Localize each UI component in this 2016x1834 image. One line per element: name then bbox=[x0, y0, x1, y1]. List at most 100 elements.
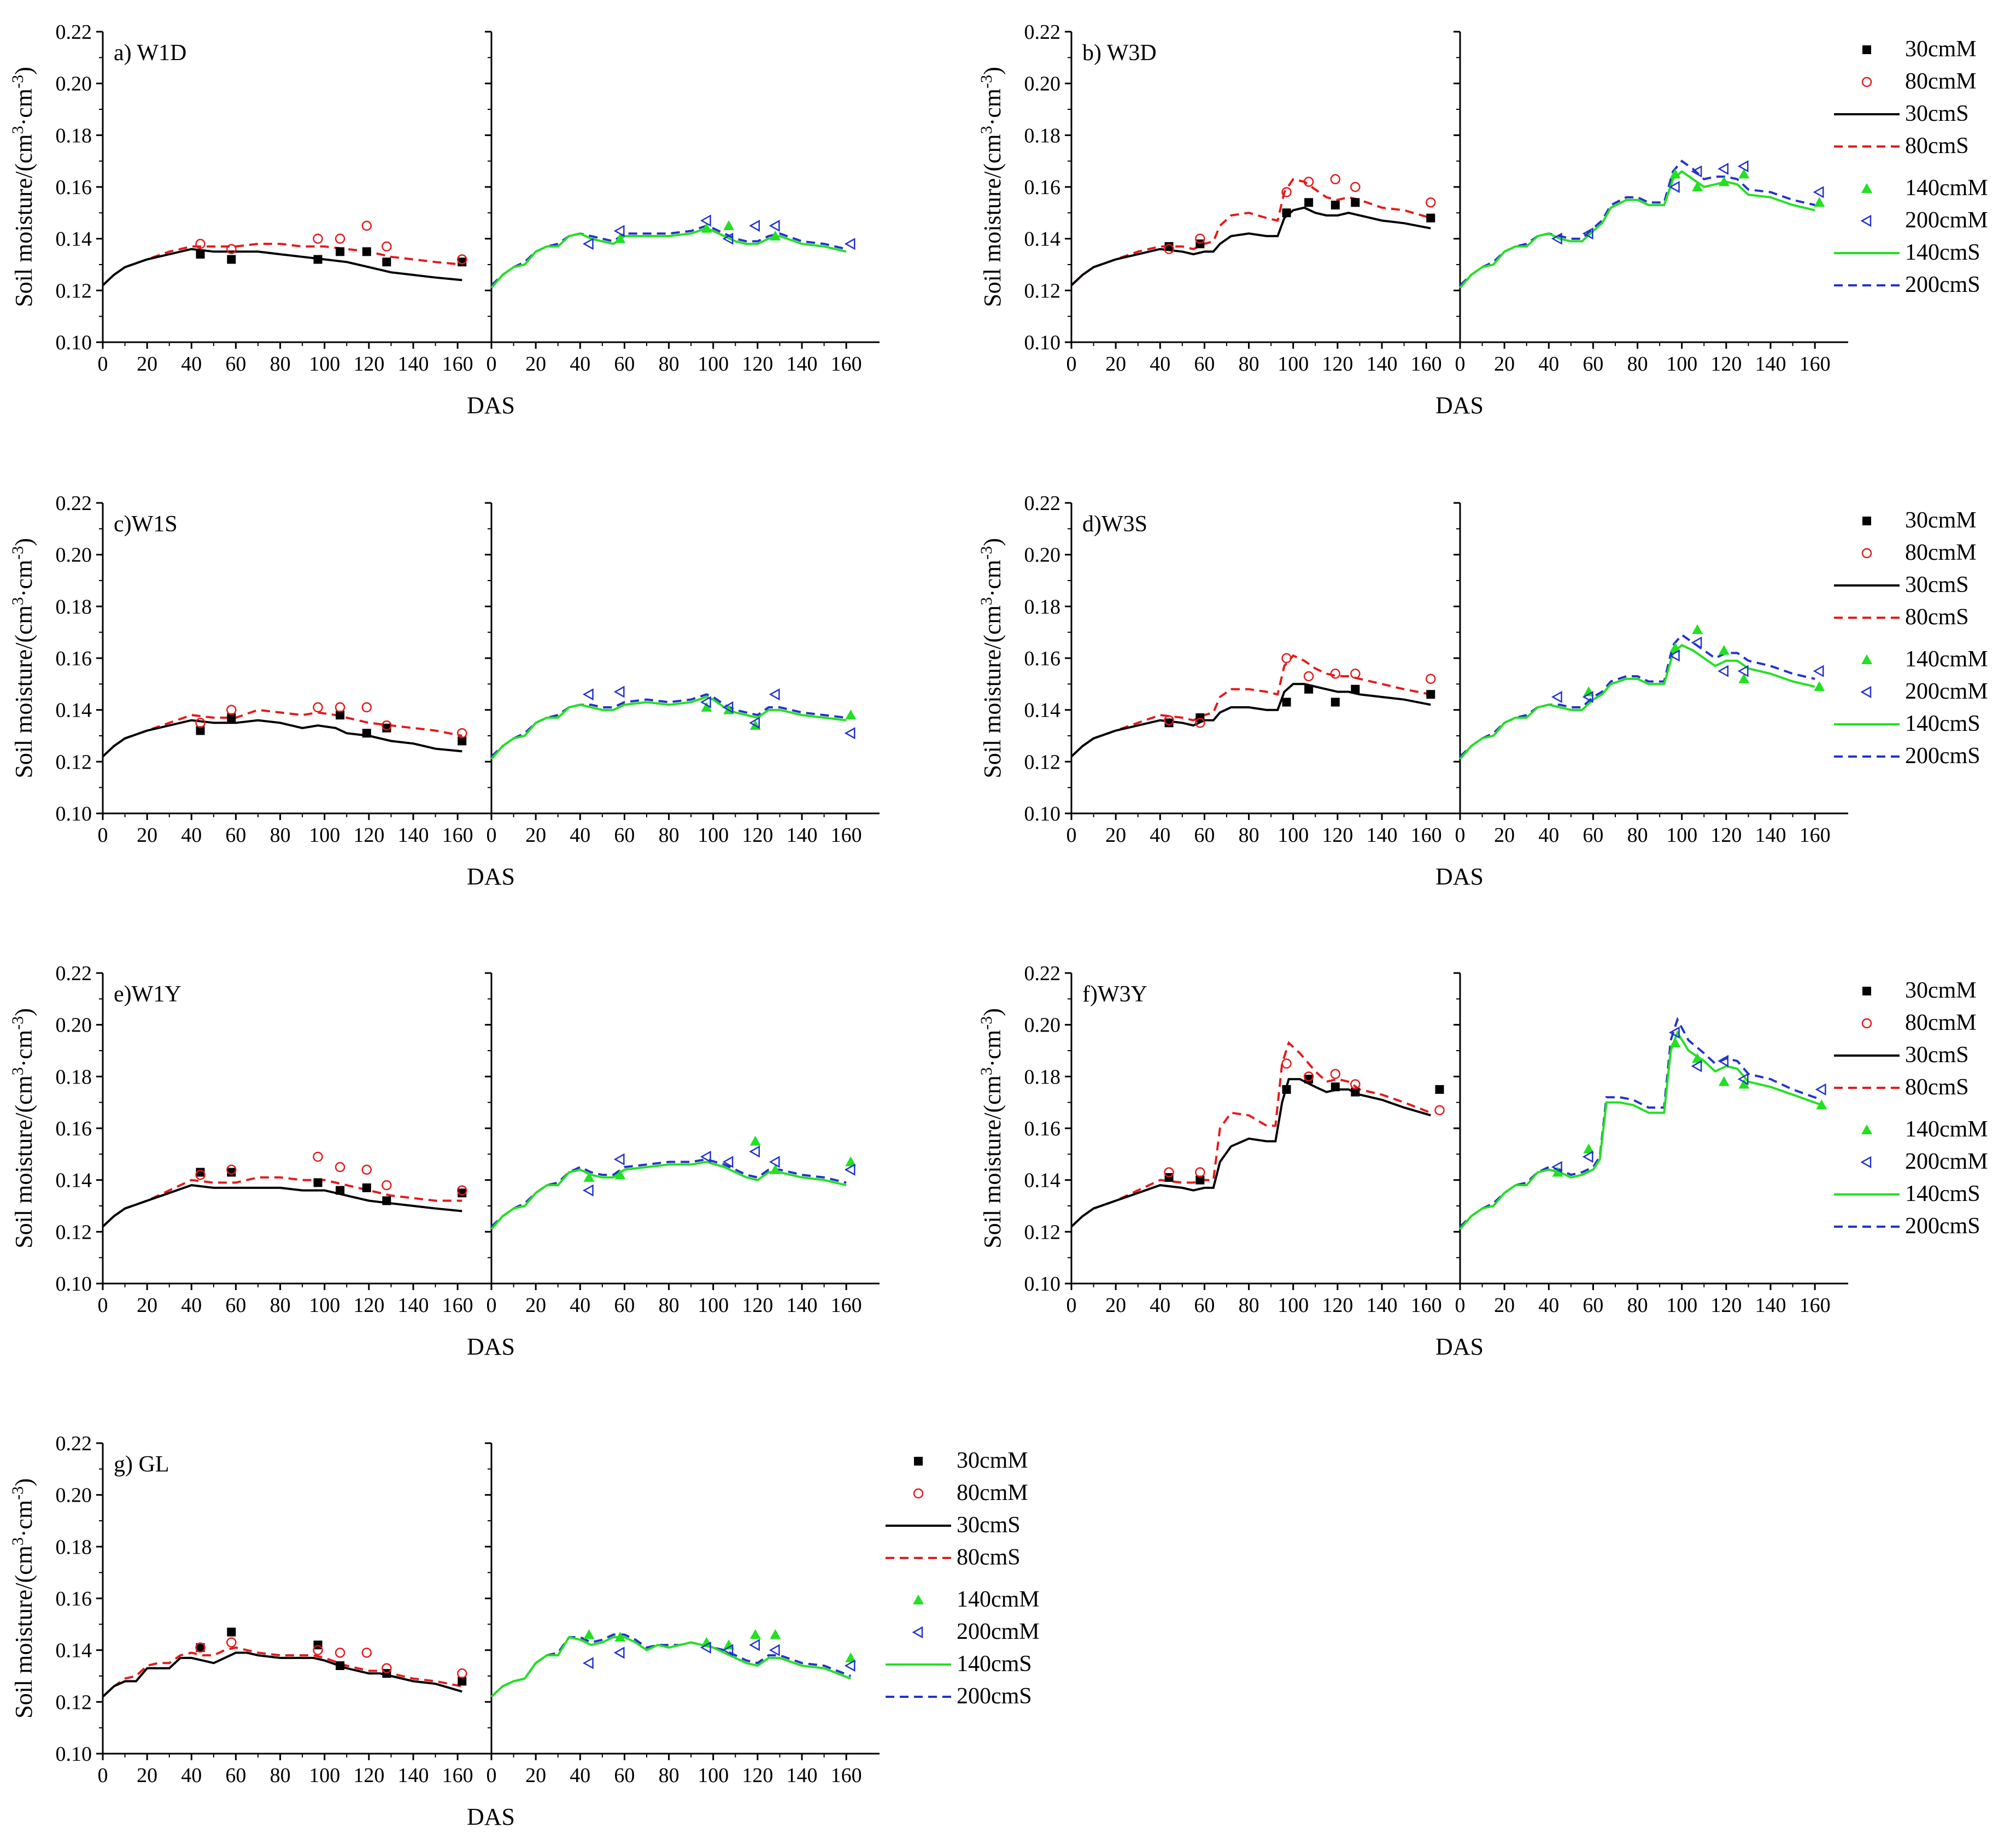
y-axis-label-part: Soil moisture/(cm bbox=[10, 134, 37, 307]
point-30cmM bbox=[1351, 684, 1360, 694]
point-80cmM bbox=[335, 702, 345, 713]
x-tick-label: 40 bbox=[570, 1294, 590, 1317]
series-200cmS bbox=[1459, 1017, 1822, 1228]
point-80cmM bbox=[1426, 197, 1436, 208]
x-tick-label: 20 bbox=[525, 353, 546, 376]
point-200cmM bbox=[613, 1153, 625, 1165]
subplot-140-200cm: 0 20 40 60 80 100 120 140 160 bbox=[1454, 972, 1848, 1317]
y-tick-label: 0.16 bbox=[1024, 1117, 1061, 1140]
y-tick-label: 0.20 bbox=[56, 73, 92, 96]
y-tick-label: 0.10 bbox=[56, 331, 92, 354]
point-80cmM bbox=[1164, 715, 1174, 725]
point-80cmM bbox=[226, 705, 237, 715]
point-30cmM bbox=[196, 726, 205, 735]
point-30cmM bbox=[1426, 690, 1435, 699]
series-200cmS bbox=[1459, 160, 1815, 286]
series-140cmS bbox=[1459, 1030, 1822, 1230]
point-140cmM bbox=[1814, 197, 1825, 207]
x-tick-label: 80 bbox=[1627, 353, 1648, 376]
point-140cmM bbox=[723, 1639, 735, 1650]
point-80cmM bbox=[1426, 673, 1436, 684]
x-tick-label: 140 bbox=[787, 824, 818, 847]
x-tick-label: 140 bbox=[398, 1294, 429, 1317]
subplot-140-200cm: 0 20 40 60 80 100 120 140 160 bbox=[485, 972, 880, 1317]
subplot-30-80cm: 0 20 40 60 80 100 120 140 160 0.10 0.12 0.14 0.16 0.1… bbox=[56, 1432, 491, 1787]
point-140cmM bbox=[1814, 681, 1825, 692]
x-tick-label: 0 bbox=[1066, 824, 1077, 847]
point-140cmM bbox=[614, 1169, 626, 1180]
y-tick-label: 0.20 bbox=[56, 544, 92, 567]
point-200cmM bbox=[1668, 1026, 1680, 1039]
series-30cmS bbox=[1070, 1078, 1431, 1228]
y-axis-label-part: ) bbox=[10, 1478, 37, 1486]
legend-label: 30cmS bbox=[957, 1513, 1021, 1538]
x-tick-label: 40 bbox=[181, 1764, 202, 1787]
y-axis-label-part: -3 bbox=[9, 1486, 27, 1500]
series-200cmS bbox=[490, 224, 847, 286]
legend-item-30cmS: 30cmS bbox=[1834, 572, 1969, 597]
point-140cmM bbox=[770, 1164, 781, 1174]
legend-label: 140cmM bbox=[957, 1587, 1040, 1612]
point-80cmM bbox=[457, 1668, 467, 1679]
legend-label: 30cmM bbox=[1905, 508, 1977, 533]
legend-label: 140cmS bbox=[1905, 711, 1980, 736]
legend-label: 140cmS bbox=[957, 1651, 1032, 1677]
x-tick-label: 120 bbox=[353, 824, 384, 847]
legend-item-30cmM: 30cmM bbox=[1862, 978, 1977, 1003]
x-tick-label: 40 bbox=[181, 353, 202, 376]
y-tick-label: 0.14 bbox=[56, 1169, 92, 1192]
point-200cmM bbox=[1668, 649, 1680, 662]
x-tick-label: 160 bbox=[442, 353, 473, 376]
legend-marker-ltriangle bbox=[1860, 214, 1872, 227]
y-tick-label: 0.12 bbox=[1024, 1221, 1061, 1244]
x-axis-label: DAS bbox=[1435, 392, 1484, 419]
point-140cmM bbox=[614, 233, 626, 243]
legend-label: 140cmS bbox=[1905, 1181, 1980, 1206]
x-tick-label: 160 bbox=[1800, 353, 1831, 376]
x-tick-label: 80 bbox=[270, 1294, 291, 1317]
x-tick-label: 0 bbox=[98, 1764, 108, 1787]
x-tick-label: 100 bbox=[309, 1764, 340, 1787]
subplot-140-200cm: 0 20 40 60 80 100 120 140 160 bbox=[1454, 502, 1848, 847]
subplot-140-200cm: 0 20 40 60 80 100 120 140 160 bbox=[485, 502, 880, 847]
legend-item-140cmM: 140cmM bbox=[1861, 1117, 1988, 1142]
x-tick-label: 80 bbox=[1627, 824, 1648, 847]
legend: 30cmM 80cmM 30cmS 80cmS 140cmM 200cmM 140cmS 20… bbox=[1834, 508, 1988, 769]
point-200cmM bbox=[700, 1150, 711, 1163]
point-30cmM bbox=[458, 736, 467, 746]
point-30cmM bbox=[313, 1178, 323, 1187]
y-tick-label: 0.22 bbox=[56, 1432, 92, 1455]
y-axis-label-part: ) bbox=[10, 1008, 37, 1016]
y-tick-label: 0.12 bbox=[56, 1691, 92, 1714]
point-30cmM bbox=[382, 1196, 391, 1205]
x-tick-label: 100 bbox=[309, 1294, 340, 1317]
panel-title: e)W1Y bbox=[114, 982, 181, 1007]
legend-item-200cmM: 200cmM bbox=[1860, 1149, 1988, 1174]
x-tick-label: 140 bbox=[787, 1764, 818, 1787]
x-tick-label: 100 bbox=[1277, 1294, 1309, 1317]
legend-item-200cmS: 200cmS bbox=[886, 1684, 1032, 1709]
y-tick-label: 0.22 bbox=[1024, 962, 1061, 985]
legend-marker-square bbox=[914, 1457, 923, 1466]
x-tick-label: 40 bbox=[1538, 824, 1559, 847]
point-200cmM bbox=[844, 1659, 855, 1672]
legend-marker-triangle bbox=[1861, 654, 1872, 664]
x-axis-label: DAS bbox=[467, 1803, 515, 1830]
x-tick-label: 20 bbox=[1494, 353, 1515, 376]
subplot-140-200cm: 0 20 40 60 80 100 120 140 160 bbox=[485, 1442, 880, 1787]
point-200cmM bbox=[1718, 1054, 1729, 1068]
point-200cmM bbox=[582, 1657, 594, 1669]
x-tick-label: 60 bbox=[225, 1294, 246, 1317]
x-tick-label: 0 bbox=[1066, 353, 1077, 376]
legend-marker-ltriangle bbox=[912, 1626, 923, 1639]
legend-item-140cmS: 140cmS bbox=[886, 1651, 1032, 1677]
series-80cmS bbox=[1070, 654, 1431, 758]
point-200cmM bbox=[1718, 665, 1729, 677]
x-tick-label: 0 bbox=[487, 824, 497, 847]
point-200cmM bbox=[1691, 636, 1702, 649]
legend-item-140cmM: 140cmM bbox=[1861, 647, 1988, 672]
y-axis-label-part: ·cm bbox=[979, 89, 1006, 126]
point-140cmM bbox=[1816, 1099, 1827, 1110]
point-200cmM bbox=[1813, 186, 1824, 198]
x-tick-label: 40 bbox=[181, 1294, 202, 1317]
